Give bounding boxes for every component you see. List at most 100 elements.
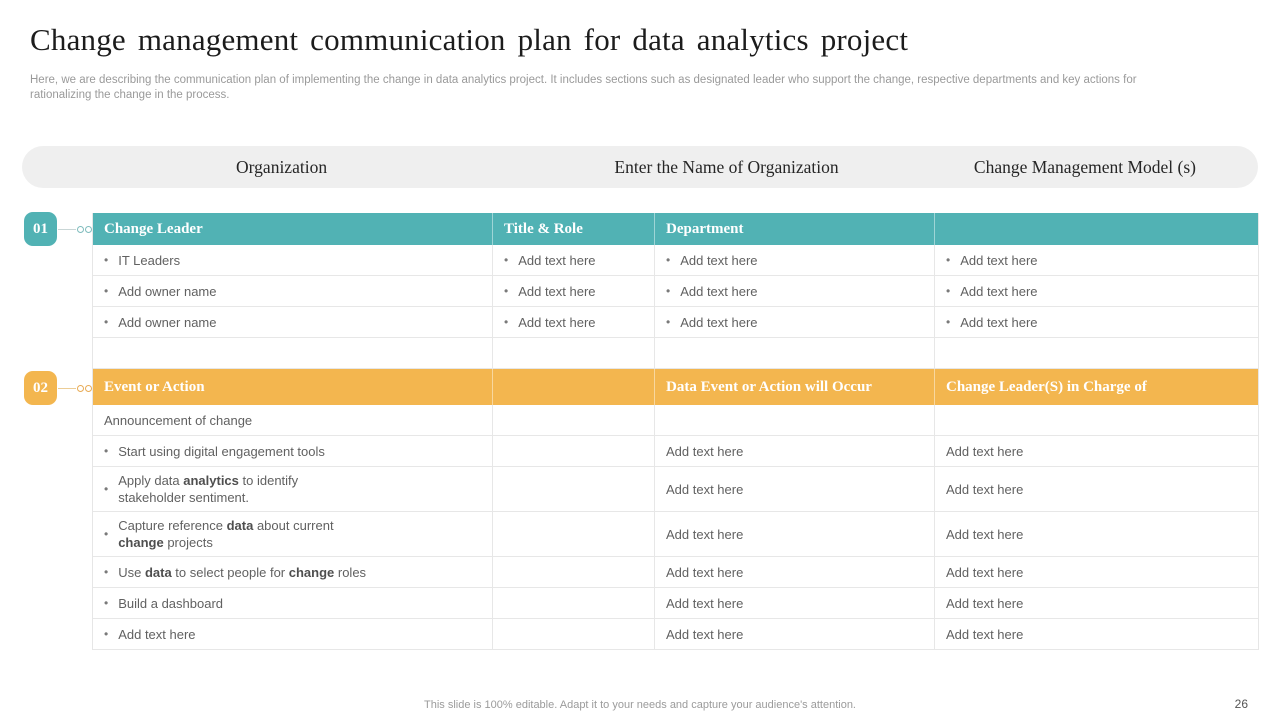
header-cell (935, 213, 1258, 245)
table-cell (493, 588, 655, 619)
table-cell[interactable]: • Add owner name (93, 307, 493, 338)
cell-text: Use data to select people for change rol… (118, 564, 367, 580)
communication-plan-table: Change Leader Title & Role Department • IT L… (92, 213, 1259, 650)
bullet-icon: • (104, 626, 109, 641)
table-cell[interactable]: Add text here (935, 436, 1258, 467)
table-row: • Apply data analytics to identify stakeh… (93, 467, 1258, 512)
cell-text: IT Leaders (118, 252, 181, 268)
table-cell (493, 557, 655, 588)
slide-subtitle: Here, we are describing the communicatio… (30, 73, 1240, 103)
table-cell[interactable]: • Add text here (655, 245, 935, 276)
header-cell: Data Event or Action will Occur (655, 369, 935, 405)
table-cell[interactable]: Add text here (935, 512, 1258, 557)
table-row: • Add text here Add text here Add text here (93, 619, 1258, 650)
table-cell[interactable]: • Add text here (493, 307, 655, 338)
cell-text: Add text here (946, 595, 1024, 611)
cell-text: Add text here (946, 626, 1024, 642)
bullet-icon: • (504, 314, 509, 329)
header-cell: Title & Role (493, 213, 655, 245)
page-title: Change management communication plan for… (30, 22, 909, 57)
table-cell (493, 338, 655, 369)
cell-text: Add text here (666, 595, 744, 611)
bullet-icon: • (666, 252, 671, 267)
table-cell[interactable]: • Add text here (935, 245, 1258, 276)
table-cell[interactable]: Add text here (935, 467, 1258, 512)
table-cell[interactable]: • Add text here (935, 276, 1258, 307)
event-or-action-section: Event or Action Data Event or Action will… (93, 369, 1258, 650)
table-cell[interactable]: Add text here (935, 619, 1258, 650)
connector-line (58, 228, 76, 230)
bullet-icon: • (104, 526, 109, 541)
header-cell: Change Leader(S) in Charge of (946, 378, 1147, 395)
table-header-row: Event or Action Data Event or Action will… (93, 369, 1258, 405)
cell-text: Add text here (518, 314, 596, 330)
table-cell[interactable]: Add text here (935, 557, 1258, 588)
cell-text: Apply data analytics to identify stakeho… (118, 473, 299, 505)
bullet-icon: • (666, 283, 671, 298)
header-cell: Change Leader (93, 213, 493, 245)
cell-text: Add text here (680, 283, 758, 299)
cell-text: Add text here (960, 283, 1038, 299)
table-cell[interactable]: • Add text here (93, 619, 493, 650)
bullet-icon: • (104, 252, 109, 267)
connector-ring-icon (77, 384, 84, 392)
bullet-icon: • (504, 252, 509, 267)
org-bar-input-organization-name[interactable]: Enter the Name of Organization (614, 156, 839, 177)
table-row: • Add owner name • Add text here • Add text h… (93, 307, 1258, 338)
bullet-icon: • (104, 595, 109, 610)
header-cell: Event or Action (93, 369, 493, 405)
table-cell[interactable]: Add text here (655, 467, 935, 512)
table-cell[interactable]: • Add text here (655, 276, 935, 307)
table-cell[interactable]: Add text here (655, 512, 935, 557)
cell-text: Add text here (946, 564, 1024, 580)
table-row: • IT Leaders • Add text here • Add text here •… (93, 245, 1258, 276)
cell-text: Add text here (946, 481, 1024, 497)
cell-text: Add text here (946, 526, 1024, 542)
table-header-row: Change Leader Title & Role Department (93, 213, 1258, 245)
table-cell[interactable]: • Add text here (493, 245, 655, 276)
table-cell[interactable]: • Add owner name (93, 276, 493, 307)
table-cell[interactable]: Add text here (655, 619, 935, 650)
cell-text: Add text here (666, 481, 744, 497)
section-01-badge: 01 (24, 212, 57, 246)
cell-text: Add text here (118, 626, 196, 642)
cell-text: Build a dashboard (118, 595, 224, 611)
subtitle-line: rationalizing the change in the process. (30, 89, 230, 101)
table-row: • Build a dashboard Add text here Add text … (93, 588, 1258, 619)
cell-text: Announcement of change (104, 412, 253, 428)
table-cell: Announcement of change (93, 405, 493, 436)
table-cell: • Apply data analytics to identify stakeh… (93, 467, 493, 512)
connector-02 (58, 384, 92, 392)
cell-text: Add owner name (118, 283, 217, 299)
table-row: • Start using digital engagement tools Add… (93, 436, 1258, 467)
table-cell: • Capture reference data about current ch… (93, 512, 493, 557)
connector-01 (58, 225, 92, 233)
section-02-badge: 02 (24, 371, 57, 405)
table-cell[interactable]: • Add text here (935, 307, 1258, 338)
connector-ring-icon (85, 384, 92, 392)
cell-text: Start using digital engagement tools (118, 443, 325, 459)
table-cell[interactable]: • Add text here (493, 276, 655, 307)
table-row: • Capture reference data about current ch… (93, 512, 1258, 557)
cell-text: Add text here (960, 252, 1038, 268)
table-row (93, 338, 1258, 369)
table-cell: • Use data to select people for change ro… (93, 557, 493, 588)
table-cell: • Start using digital engagement tools (93, 436, 493, 467)
cell-text: Add text here (680, 252, 758, 268)
cell-text: Add text here (666, 443, 744, 459)
table-cell[interactable]: Add text here (655, 436, 935, 467)
table-cell (935, 405, 1258, 436)
page-number: 26 (1234, 697, 1248, 711)
cell-text: Add text here (680, 314, 758, 330)
table-cell[interactable]: Add text here (655, 588, 935, 619)
bullet-icon: • (104, 564, 109, 579)
connector-ring-icon (85, 225, 92, 233)
table-cell: • IT Leaders (93, 245, 493, 276)
footer-note: This slide is 100% editable. Adapt it to… (424, 699, 856, 711)
table-cell[interactable]: Add text here (655, 557, 935, 588)
table-cell[interactable]: Add text here (935, 588, 1258, 619)
table-cell (493, 405, 655, 436)
org-bar: Organization Enter the Name of Organizat… (22, 146, 1258, 188)
table-cell[interactable]: • Add text here (655, 307, 935, 338)
table-row: • Use data to select people for change ro… (93, 557, 1258, 588)
